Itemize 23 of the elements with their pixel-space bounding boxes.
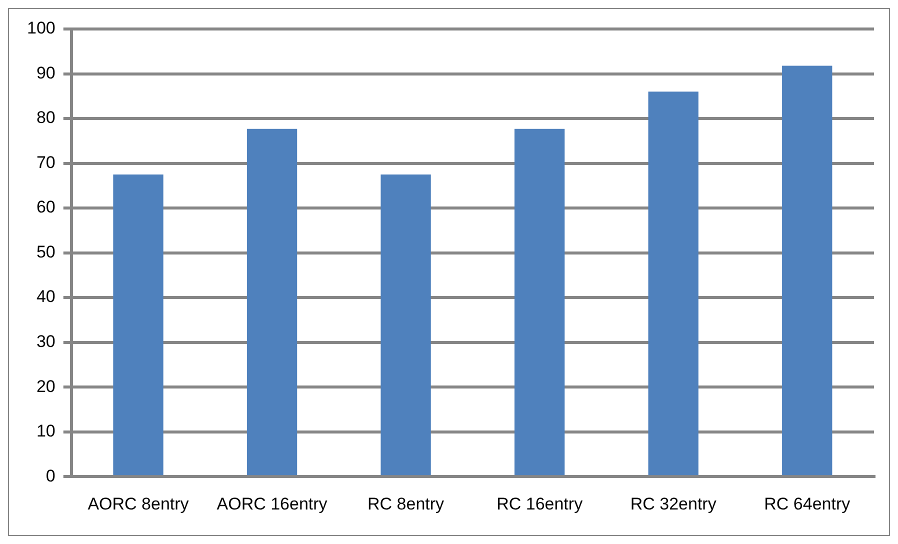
- bar: [246, 128, 298, 476]
- bar: [782, 66, 832, 476]
- bar: [648, 92, 698, 476]
- y-tick-label: 90: [36, 63, 56, 82]
- x-tick-label: RC 64entry: [764, 494, 851, 514]
- x-tick-label: RC 32entry: [630, 494, 717, 514]
- bar: [380, 174, 431, 476]
- y-tick-label: 10: [36, 422, 56, 441]
- y-tick-label: 0: [46, 466, 56, 486]
- x-tick-label: AORC 8entry: [88, 494, 190, 514]
- bar: [514, 128, 565, 476]
- y-tick-label: 80: [36, 108, 56, 128]
- y-tick-label: 30: [36, 332, 56, 352]
- y-tick-label: 60: [36, 198, 56, 217]
- y-tick-label: 50: [36, 242, 56, 262]
- y-tick-label: 70: [36, 152, 56, 172]
- x-tick-label: RC 8entry: [368, 494, 445, 514]
- bar: [113, 174, 164, 476]
- y-tick-label: 40: [36, 287, 56, 306]
- y-tick-label: 100: [26, 18, 56, 38]
- y-tick-label: 20: [36, 376, 56, 396]
- x-tick-label: AORC 16entry: [216, 494, 328, 514]
- x-tick-label: RC 16entry: [496, 494, 584, 514]
